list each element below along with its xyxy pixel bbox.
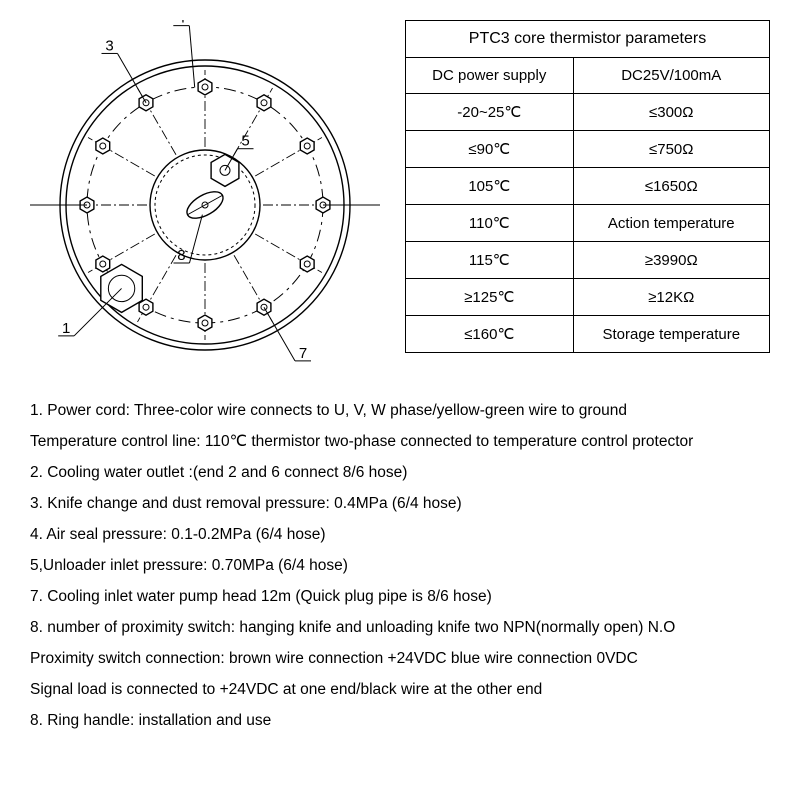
description-line: Temperature control line: 110℃ thermisto… xyxy=(30,426,770,457)
top-section: 12345678 PTC3 core thermistor parameters… xyxy=(30,20,770,370)
table-row: ≤90℃≤750Ω xyxy=(406,131,770,168)
table-title: PTC3 core thermistor parameters xyxy=(406,21,770,58)
svg-text:4: 4 xyxy=(177,20,185,27)
description-block: 1. Power cord: Three-color wire connects… xyxy=(30,395,770,736)
description-line: 4. Air seal pressure: 0.1-0.2MPa (6/4 ho… xyxy=(30,519,770,550)
parameters-table: PTC3 core thermistor parameters DC power… xyxy=(405,20,770,353)
diagram-svg: 12345678 xyxy=(30,20,380,380)
svg-text:8: 8 xyxy=(177,247,185,264)
param-left: ≥125℃ xyxy=(406,279,574,316)
description-line: 5,Unloader inlet pressure: 0.70MPa (6/4 … xyxy=(30,550,770,581)
param-right: Action temperature xyxy=(573,205,769,242)
description-line: Proximity switch connection: brown wire … xyxy=(30,643,770,674)
table-row: 110℃Action temperature xyxy=(406,205,770,242)
table-row: 115℃≥3990Ω xyxy=(406,242,770,279)
param-right: ≥12KΩ xyxy=(573,279,769,316)
description-line: 1. Power cord: Three-color wire connects… xyxy=(30,395,770,426)
param-right: Storage temperature xyxy=(573,316,769,353)
param-right: ≥3990Ω xyxy=(573,242,769,279)
svg-text:7: 7 xyxy=(299,345,307,362)
param-right: ≤300Ω xyxy=(573,94,769,131)
description-line: Signal load is connected to +24VDC at on… xyxy=(30,674,770,705)
table-row: ≤160℃Storage temperature xyxy=(406,316,770,353)
param-left: 115℃ xyxy=(406,242,574,279)
param-left: 105℃ xyxy=(406,168,574,205)
param-right: ≤750Ω xyxy=(573,131,769,168)
description-line: 8. number of proximity switch: hanging k… xyxy=(30,612,770,643)
description-line: 8. Ring handle: installation and use xyxy=(30,705,770,736)
table-row: -20~25℃≤300Ω xyxy=(406,94,770,131)
description-line: 7. Cooling inlet water pump head 12m (Qu… xyxy=(30,581,770,612)
description-line: 3. Knife change and dust removal pressur… xyxy=(30,488,770,519)
param-left: ≤90℃ xyxy=(406,131,574,168)
param-left: -20~25℃ xyxy=(406,94,574,131)
mechanical-diagram: 12345678 xyxy=(30,20,380,370)
parameters-table-container: PTC3 core thermistor parameters DC power… xyxy=(405,20,770,370)
svg-text:5: 5 xyxy=(241,133,249,150)
table-row: ≥125℃≥12KΩ xyxy=(406,279,770,316)
description-line: 2. Cooling water outlet :(end 2 and 6 co… xyxy=(30,457,770,488)
svg-text:3: 3 xyxy=(105,37,113,54)
param-left: ≤160℃ xyxy=(406,316,574,353)
svg-text:1: 1 xyxy=(62,320,70,337)
param-right: ≤1650Ω xyxy=(573,168,769,205)
table-row: 105℃≤1650Ω xyxy=(406,168,770,205)
table-header-right: DC25V/100mA xyxy=(573,58,769,94)
param-left: 110℃ xyxy=(406,205,574,242)
table-header-left: DC power supply xyxy=(406,58,574,94)
